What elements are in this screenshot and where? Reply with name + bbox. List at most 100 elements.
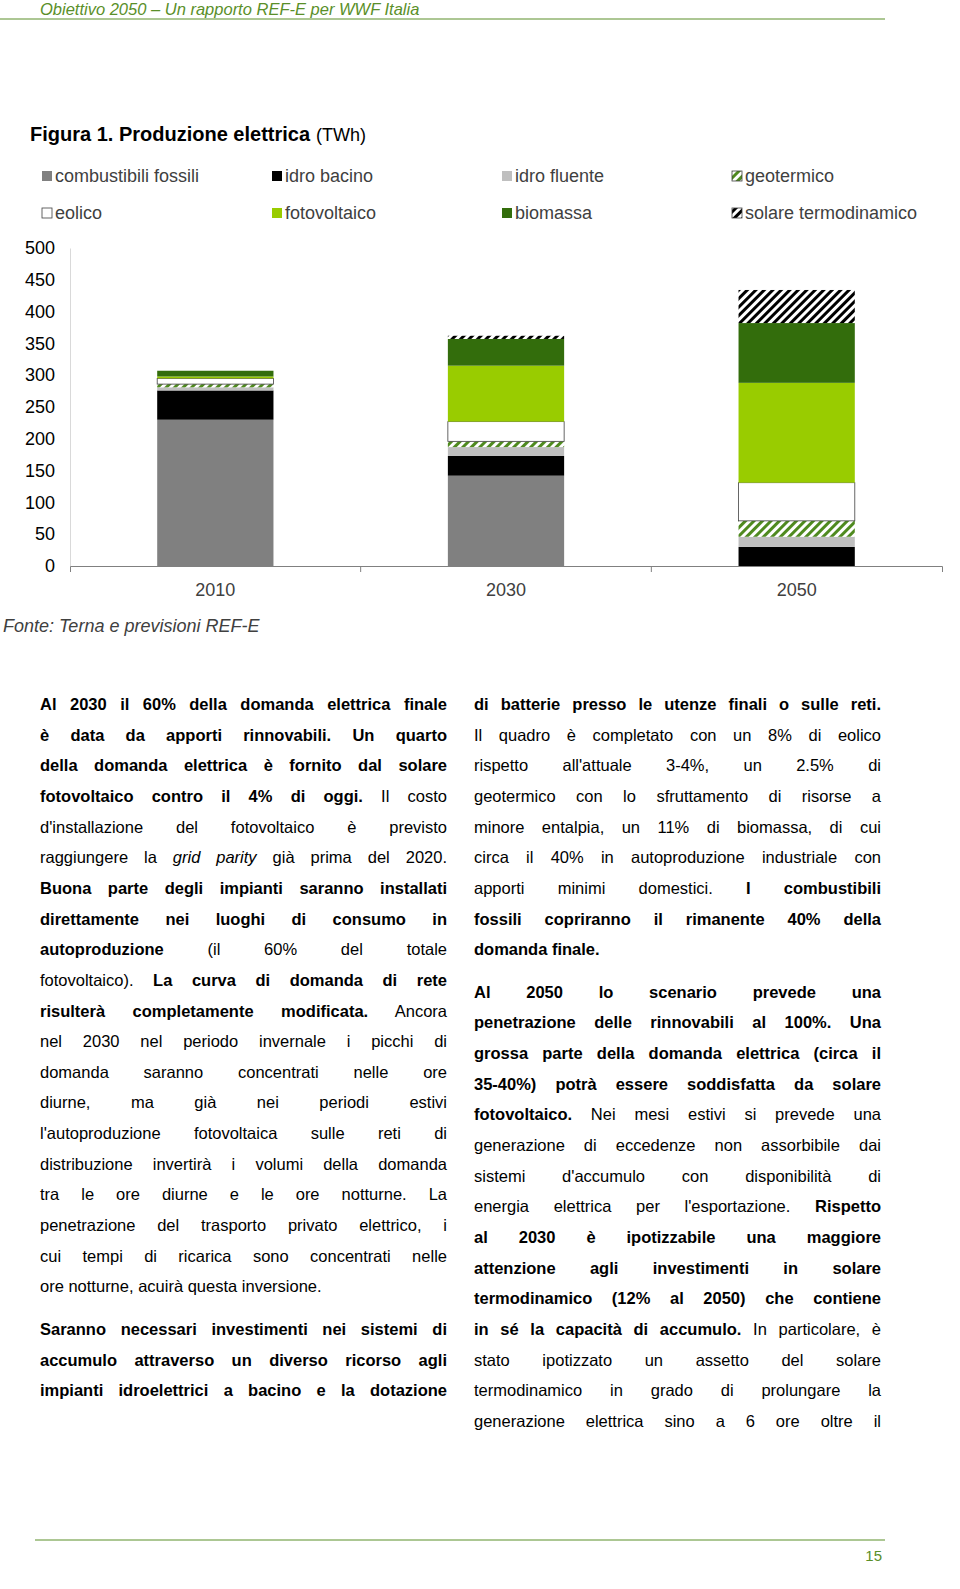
page-header: Obiettivo 2050 – Un rapporto REF-E per W… (40, 0, 419, 18)
bar-segment (739, 383, 855, 483)
header-rule (0, 19, 885, 20)
text-line: minore entalpia, un 11% di biomassa, di … (474, 817, 881, 837)
x-tick: 2050 (777, 566, 817, 600)
text-line: della domanda elettrica è fornito dal so… (40, 755, 447, 775)
bar-segment (448, 366, 564, 422)
y-axis: 050100150200250300350400450500 (25, 238, 71, 576)
y-tick-label: 400 (25, 302, 55, 322)
x-tick-label: 2050 (777, 580, 817, 600)
text-run: fotovoltaico). (40, 971, 134, 989)
text-run: circa il 40% in autoproduzione industria… (474, 848, 881, 866)
text-line: diurne, ma già nei periodi estivi (40, 1092, 447, 1112)
y-tick: 200 (25, 429, 70, 449)
legend-label: geotermico (745, 166, 834, 186)
y-tick: 300 (25, 365, 70, 385)
y-tick-label: 350 (25, 334, 55, 354)
x-tick-label: 2030 (486, 580, 526, 600)
y-tick-label: 200 (25, 429, 55, 449)
y-tick-label: 300 (25, 365, 55, 385)
text-run: rispetto all'attuale 3-4%, un 2.5% di (474, 756, 881, 774)
text-line: sistemi d'accumulo con disponibilità di (474, 1166, 881, 1186)
bar-segment (739, 521, 855, 537)
text-line: Buona parte degli impianti saranno insta… (40, 878, 447, 898)
text-run: domanda saranno concentrati nelle ore (40, 1063, 447, 1081)
legend-swatch (732, 208, 742, 218)
text-run: Rispetto (790, 1197, 881, 1215)
text-line: al 2030 è ipotizzabile una maggiore (474, 1227, 881, 1247)
text-run: In particolare, è (741, 1320, 881, 1338)
text-run: Al 2050 lo scenario prevede una (474, 983, 881, 1001)
bar-segment (739, 483, 855, 521)
text-run: tra le ore diurne e le ore notturne. La (40, 1185, 447, 1203)
text-run: della domanda elettrica è fornito dal so… (40, 756, 447, 774)
bar-segment (448, 422, 564, 442)
text-line: Al 2030 il 60% della domanda elettrica f… (40, 694, 447, 714)
text-run: accumulo attraverso un diverso ricorso a… (40, 1351, 447, 1369)
source: Fonte: Terna e previsioni REF-E (3, 616, 260, 636)
text-run: fossili copriranno il rimanente 40% dell… (474, 910, 881, 928)
text-line: raggiungere la grid parity già prima del… (40, 847, 447, 867)
x-axis-line (71, 567, 943, 573)
legend-label: idro fluente (515, 166, 604, 186)
figure-title: Figura 1. Produzione elettrica(TWh) (30, 123, 366, 145)
text-line: geotermico con lo sfruttamento di risors… (474, 786, 881, 806)
y-tick-label: 100 (25, 493, 55, 513)
text-run: Il costo (363, 787, 447, 805)
legend-item: geotermico (732, 166, 834, 186)
text-run: apporti minimi domestici. (474, 879, 713, 897)
text-run: Ancora (368, 1002, 447, 1020)
category-separator (651, 566, 652, 572)
bar-segment (448, 476, 564, 566)
text-line: Saranno necessari investimenti nei siste… (40, 1319, 447, 1339)
bars (157, 290, 855, 566)
text-line: d'installazione del fotovoltaico è previ… (40, 817, 447, 837)
legend-swatch (42, 208, 52, 218)
text-run: Nei mesi estivi si prevede una (572, 1105, 881, 1123)
bar-segment (157, 384, 273, 387)
text-run: I combustibili (713, 879, 881, 897)
legend-swatch (732, 171, 742, 181)
text-line: stato ipotizzato un assetto del solare (474, 1350, 881, 1370)
legend-swatch (502, 171, 512, 181)
bar-segment (157, 390, 273, 419)
text-run: sistemi d'accumulo con disponibilità di (474, 1167, 881, 1185)
x-tick: 2010 (195, 566, 235, 600)
legend-swatch (272, 208, 282, 218)
legend-item: combustibili fossili (42, 166, 199, 186)
text-run: di batterie presso le utenze finali o su… (474, 695, 881, 713)
legend-item: solare termodinamico (732, 203, 917, 223)
bar-segment (739, 547, 855, 566)
bar-segment (448, 339, 564, 366)
bar-segment (448, 336, 564, 339)
legend-item: idro fluente (502, 166, 604, 186)
text-line: domanda finale. (474, 939, 600, 959)
text-run: raggiungere la (40, 848, 173, 866)
bar-segment (157, 387, 273, 390)
text-run: termodinamico in grado di prolungare la (474, 1381, 881, 1399)
text-line: di batterie presso le utenze finali o su… (474, 694, 881, 714)
text-line: apporti minimi domestici. I combustibili (474, 878, 881, 898)
text-run: risulterà completamente modificata. (40, 1002, 368, 1020)
text-run: penetrazione del trasporto privato elett… (40, 1216, 447, 1234)
text-run: l'autoproduzione fotovoltaica sulle reti… (40, 1124, 447, 1142)
text-run: grossa parte della domanda elettrica (ci… (474, 1044, 881, 1062)
legend-label: solare termodinamico (745, 203, 917, 223)
text-line: penetrazione delle rinnovabili al 100%. … (474, 1012, 881, 1032)
text-run: (il 60% del totale (164, 940, 447, 958)
text-run: direttamente nei luoghi di consumo in (40, 910, 447, 928)
text-line: Al 2050 lo scenario prevede una (474, 982, 881, 1002)
text-run: autoproduzione (40, 940, 164, 958)
text-run: fotovoltaico contro il 4% di oggi. (40, 787, 363, 805)
text-run: stato ipotizzato un assetto del solare (474, 1351, 881, 1369)
text-run: La curva di domanda di rete (134, 971, 447, 989)
bar-segment (448, 441, 564, 447)
text-line: circa il 40% in autoproduzione industria… (474, 847, 881, 867)
bar-segment (739, 323, 855, 383)
bar-segment (448, 456, 564, 476)
text-line: accumulo attraverso un diverso ricorso a… (40, 1350, 447, 1370)
text-line: fossili copriranno il rimanente 40% dell… (474, 909, 881, 929)
text-run: domanda finale. (474, 940, 600, 958)
bar-segment (157, 378, 273, 384)
bar-segment (739, 290, 855, 323)
y-tick: 500 (25, 238, 70, 258)
